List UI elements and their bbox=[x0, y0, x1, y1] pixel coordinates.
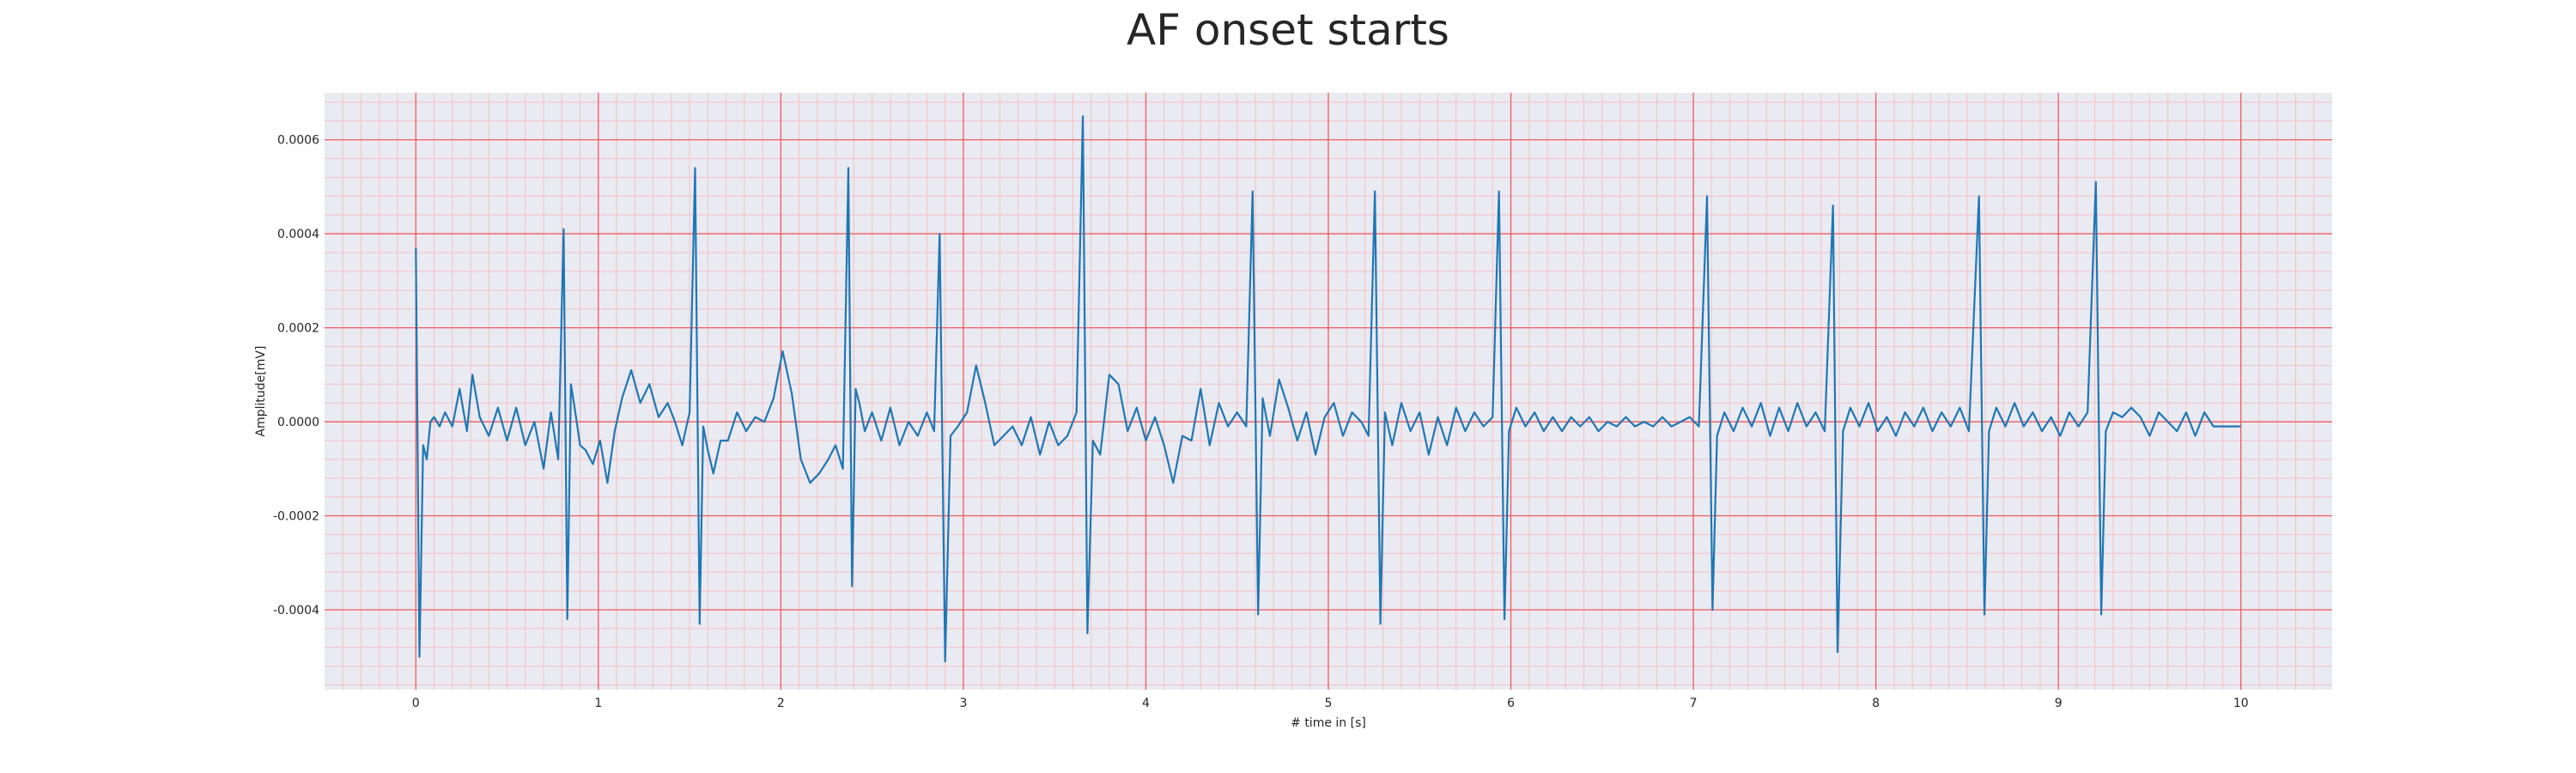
chart-title: AF onset starts bbox=[1127, 5, 1449, 55]
y-tick-label: -0.0002 bbox=[273, 510, 319, 524]
x-tick-label: 7 bbox=[1690, 697, 1698, 710]
x-axis-ticks: 0 1 2 3 4 5 6 7 8 9 10 bbox=[412, 697, 2249, 710]
y-tick-label: 0.0006 bbox=[277, 134, 319, 148]
y-tick-label: -0.0004 bbox=[273, 604, 319, 618]
x-tick-label: 6 bbox=[1507, 697, 1515, 710]
x-tick-label: 4 bbox=[1142, 697, 1150, 710]
x-tick-label: 5 bbox=[1325, 697, 1333, 710]
y-axis-ticks: -0.0004 -0.0002 0.0000 0.0002 0.0004 0.0006 bbox=[273, 134, 319, 618]
x-tick-label: 10 bbox=[2233, 697, 2249, 710]
y-tick-label: 0.0004 bbox=[277, 228, 319, 241]
x-axis-label: # time in [s] bbox=[1291, 716, 1366, 730]
x-tick-label: 8 bbox=[1872, 697, 1880, 710]
x-tick-label: 9 bbox=[2055, 697, 2063, 710]
y-axis-label: Amplitude[mV] bbox=[254, 346, 268, 437]
major-grid bbox=[325, 93, 2332, 690]
x-tick-label: 2 bbox=[777, 697, 785, 710]
y-tick-label: 0.0000 bbox=[277, 416, 319, 429]
x-tick-label: 1 bbox=[594, 697, 602, 710]
x-tick-label: 0 bbox=[412, 697, 420, 710]
ecg-series-line bbox=[415, 115, 2241, 663]
x-tick-label: 3 bbox=[959, 697, 967, 710]
y-tick-label: 0.0002 bbox=[277, 322, 319, 336]
